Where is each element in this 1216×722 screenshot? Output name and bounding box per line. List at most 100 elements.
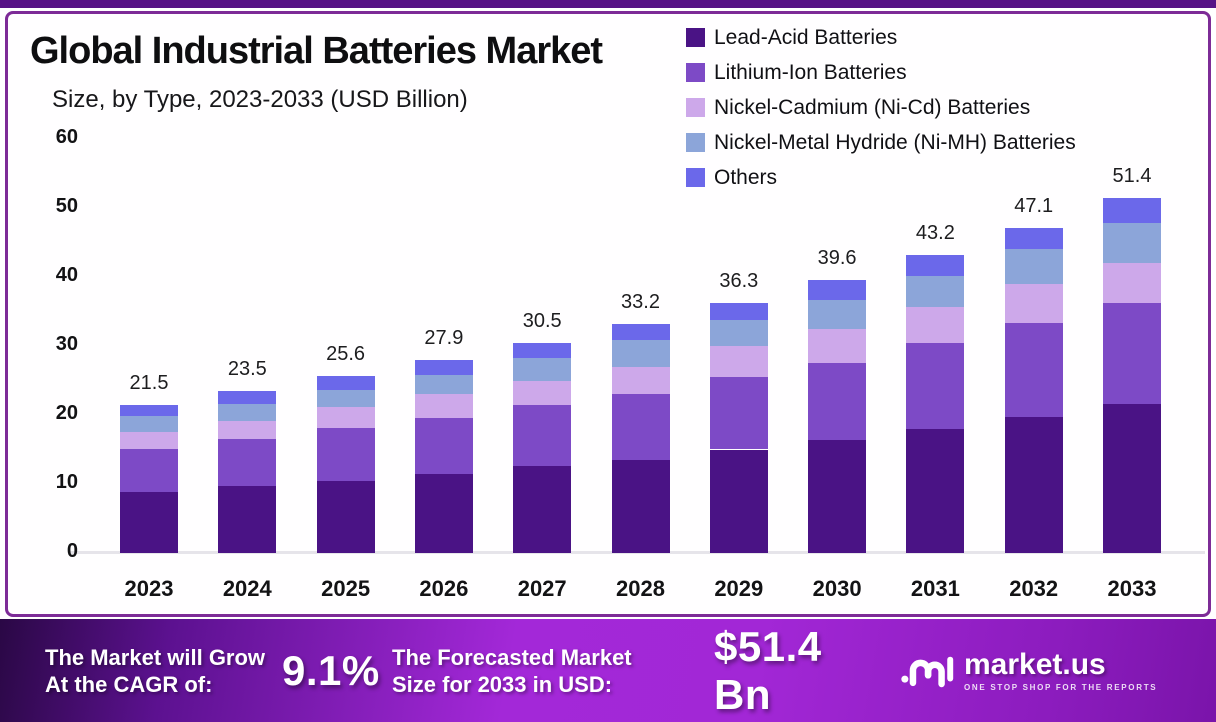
x-axis-label-2033: 2033 <box>1107 576 1157 601</box>
bar-total-label-2028: 33.2 <box>621 290 660 313</box>
bar-segment-2025-nickel-cadmium-ni-cd-batteries <box>316 407 375 429</box>
x-axis-label-2031: 2031 <box>910 576 960 601</box>
bar-segment-2032-lead-acid-batteries <box>1004 417 1063 553</box>
brand-name: market.us <box>964 647 1106 681</box>
bar-total-label-2025: 25.6 <box>326 343 366 366</box>
x-axis-label-2027: 2027 <box>517 576 567 601</box>
bar-segment-2033-nickel-cadmium-ni-cd-batteries <box>1103 262 1161 304</box>
bar-segment-2027-lead-acid-batteries <box>513 466 572 553</box>
bar-segment-2031-nickel-metal-hydride-ni-mh-batteries <box>906 275 965 307</box>
y-axis-tick-20: 20 <box>55 402 78 424</box>
legend-swatch <box>686 168 705 187</box>
bar-segment-2033-others <box>1103 198 1161 224</box>
cagr-value: 9.1% <box>282 646 380 694</box>
bar-segment-2030-lead-acid-batteries <box>808 439 867 553</box>
bar-segment-2024-lead-acid-batteries <box>218 486 277 553</box>
bar-segment-2023-lead-acid-batteries <box>120 491 178 553</box>
bar-total-label-2033: 51.4 <box>1112 165 1152 188</box>
y-axis-tick-60: 60 <box>55 126 78 148</box>
y-axis-tick-50: 50 <box>55 195 78 217</box>
bar-total-label-2023: 21.5 <box>129 371 169 394</box>
bar-segment-2029-lead-acid-batteries <box>709 449 768 553</box>
bar-segment-2030-nickel-cadmium-ni-cd-batteries <box>808 329 867 363</box>
bar-segment-2028-lead-acid-batteries <box>611 459 670 553</box>
bar-segment-2027-lithium-ion-batteries <box>513 405 572 467</box>
bar-segment-2025-lithium-ion-batteries <box>316 428 375 481</box>
forecast-label-line2: Size for 2033 in USD: <box>392 671 613 697</box>
legend-label: Lithium-Ion Batteries <box>714 60 907 84</box>
bar-segment-2033-nickel-metal-hydride-ni-mh-batteries <box>1103 223 1161 263</box>
legend-item-others: Others <box>686 160 1076 195</box>
bar-segment-2024-lithium-ion-batteries <box>218 439 277 487</box>
x-axis-label-2026: 2026 <box>419 576 469 601</box>
legend-label: Others <box>714 165 778 189</box>
y-axis-tick-0: 0 <box>66 540 78 562</box>
bar-segment-2027-nickel-metal-hydride-ni-mh-batteries <box>513 358 572 382</box>
market-us-logo-icon <box>901 656 954 687</box>
cagr-label: The Market will Grow At the CAGR of: <box>45 644 282 698</box>
x-axis-label-2028: 2028 <box>616 576 665 601</box>
bar-total-label-2026: 27.9 <box>424 327 464 350</box>
bar-segment-2032-nickel-metal-hydride-ni-mh-batteries <box>1004 248 1063 284</box>
bar-segment-2032-others <box>1004 228 1063 249</box>
bar-total-label-2029: 36.3 <box>719 269 759 292</box>
cagr-label-line1: The Market will Grow <box>45 644 266 670</box>
bar-total-label-2030: 39.6 <box>817 246 857 269</box>
forecast-label-line1: The Forecasted Market <box>392 644 632 670</box>
x-axis-label-2029: 2029 <box>714 576 764 601</box>
x-axis-label-2030: 2030 <box>812 576 862 601</box>
top-accent-strip <box>0 0 1216 8</box>
bar-segment-2030-others <box>808 279 867 300</box>
bar-total-label-2032: 47.1 <box>1014 195 1054 217</box>
bar-segment-2030-nickel-metal-hydride-ni-mh-batteries <box>808 299 867 330</box>
bar-segment-2029-others <box>709 302 768 321</box>
bar-segment-2033-lead-acid-batteries <box>1103 403 1161 553</box>
bar-segment-2028-nickel-metal-hydride-ni-mh-batteries <box>611 339 670 367</box>
bar-segment-2029-lithium-ion-batteries <box>709 377 768 450</box>
legend-item-nickel-cadmium-ni-cd-batteries: Nickel-Cadmium (Ni-Cd) Batteries <box>686 90 1076 125</box>
bar-segment-2026-lithium-ion-batteries <box>414 417 473 475</box>
legend-label: Nickel-Cadmium (Ni-Cd) Batteries <box>714 95 1031 119</box>
legend-label: Lead-Acid Batteries <box>714 25 898 49</box>
brand-logo: market.us ONE STOP SHOP FOR THE REPORTS <box>900 647 1157 695</box>
bar-segment-2031-lithium-ion-batteries <box>906 343 965 429</box>
cagr-label-line2: At the CAGR of: <box>45 671 213 697</box>
page-subtitle: Size, by Type, 2023-2033 (USD Billion) <box>52 86 468 113</box>
bar-segment-2026-nickel-metal-hydride-ni-mh-batteries <box>414 374 473 395</box>
bar-segment-2029-nickel-cadmium-ni-cd-batteries <box>709 346 768 378</box>
bar-segment-2023-lithium-ion-batteries <box>120 448 178 492</box>
bar-segment-2025-others <box>316 376 375 391</box>
bar-segment-2024-nickel-cadmium-ni-cd-batteries <box>218 420 277 440</box>
bar-segment-2026-lead-acid-batteries <box>414 474 473 553</box>
bar-segment-2029-nickel-metal-hydride-ni-mh-batteries <box>709 320 768 346</box>
brand-text: market.us ONE STOP SHOP FOR THE REPORTS <box>964 647 1158 692</box>
legend-swatch <box>686 98 705 117</box>
legend: Lead-Acid Batteries Lithium-Ion Batteries… <box>686 20 1076 195</box>
page-title: Global Industrial Batteries Market <box>30 30 603 72</box>
bar-segment-2025-nickel-metal-hydride-ni-mh-batteries <box>316 390 375 408</box>
x-axis-label-2032: 2032 <box>1009 576 1059 601</box>
y-axis-tick-10: 10 <box>55 471 78 493</box>
bar-segment-2028-lithium-ion-batteries <box>611 394 670 460</box>
x-axis-label-2025: 2025 <box>321 576 371 601</box>
bar-segment-2027-nickel-cadmium-ni-cd-batteries <box>513 381 572 406</box>
bar-segment-2031-others <box>906 254 965 276</box>
bar-total-label-2031: 43.2 <box>915 221 955 244</box>
bar-segment-2023-nickel-cadmium-ni-cd-batteries <box>120 432 178 449</box>
bar-segment-2023-nickel-metal-hydride-ni-mh-batteries <box>120 415 178 433</box>
legend-swatch <box>686 28 705 47</box>
bar-segment-2031-lead-acid-batteries <box>906 428 965 553</box>
bar-total-label-2027: 30.5 <box>522 309 562 332</box>
brand-tagline: ONE STOP SHOP FOR THE REPORTS <box>964 682 1158 692</box>
x-axis-label-2023: 2023 <box>124 576 174 601</box>
y-axis-tick-40: 40 <box>55 264 78 286</box>
legend-item-lead-acid-batteries: Lead-Acid Batteries <box>686 20 1076 55</box>
bar-segment-2030-lithium-ion-batteries <box>808 362 867 440</box>
legend-swatch <box>686 133 705 152</box>
legend-item-lithium-ion-batteries: Lithium-Ion Batteries <box>686 55 1076 90</box>
bar-total-label-2024: 23.5 <box>227 357 267 380</box>
legend-label: Nickel-Metal Hydride (Ni-MH) Batteries <box>714 130 1076 154</box>
bar-segment-2032-lithium-ion-batteries <box>1004 322 1063 418</box>
bar-segment-2024-others <box>218 390 277 404</box>
